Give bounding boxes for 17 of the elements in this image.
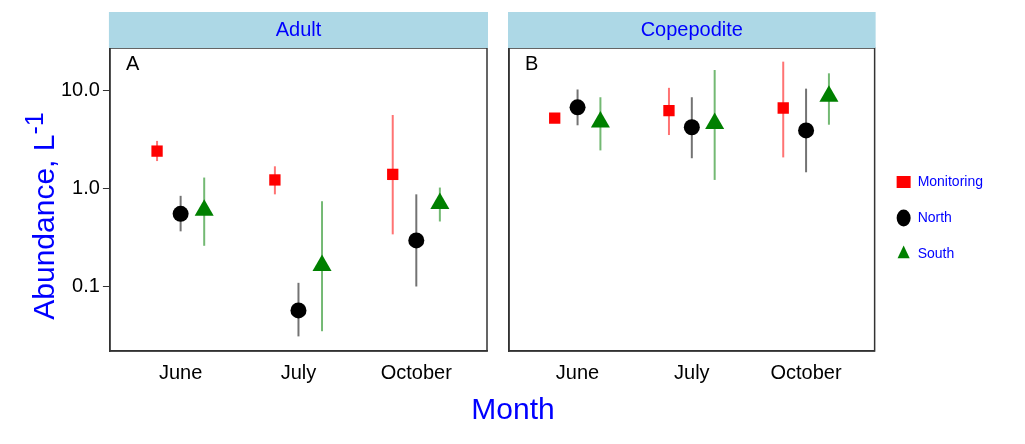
x-tick-label: June <box>158 360 203 383</box>
y-tick-label: 1.0 <box>72 175 100 198</box>
annotation: B <box>525 51 539 74</box>
annotation: A <box>125 51 140 74</box>
chart-title: Adult <box>275 17 322 40</box>
legend-label: Monitoring <box>917 172 984 189</box>
x-tick-label: July <box>280 360 317 383</box>
legend-label: South <box>917 244 955 261</box>
x-tick-label: June <box>555 360 600 383</box>
legend-label: North <box>917 208 952 225</box>
y-tick-label: 0.1 <box>72 274 100 297</box>
x-tick-label: July <box>674 360 710 383</box>
x-tick-label: October <box>380 360 453 383</box>
y-tick-label: 10.0 <box>60 77 100 100</box>
chart-title: Copepodite <box>640 17 743 40</box>
x-tick-label: October <box>770 360 842 383</box>
x-axis-title: Month <box>471 392 555 426</box>
